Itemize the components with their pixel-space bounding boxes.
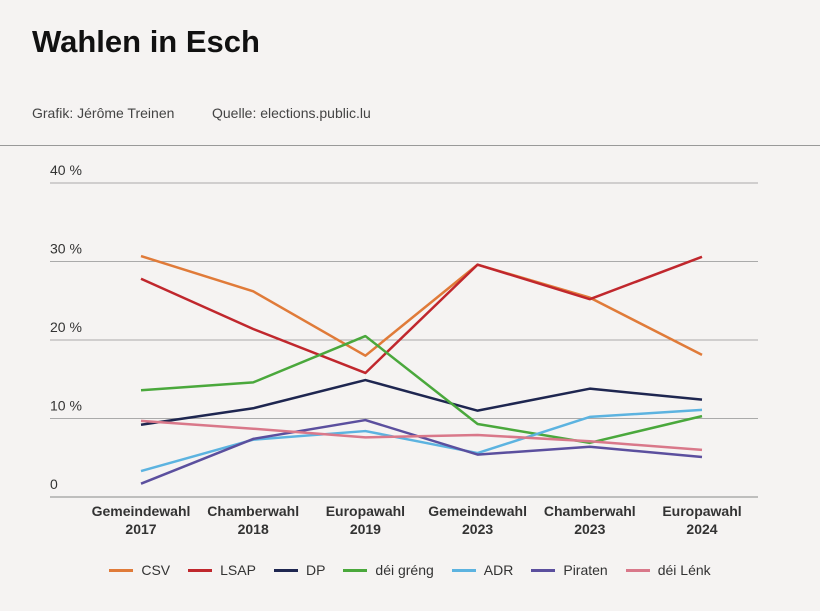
legend-label: déi gréng <box>375 562 434 578</box>
series-line <box>140 334 703 445</box>
legend-item: ADR <box>451 562 514 578</box>
x-tick-label: Europawahl 2019 <box>325 503 406 537</box>
legend-item: Piraten <box>531 562 608 578</box>
legend-swatch <box>109 568 134 572</box>
legend: CSV LSAP DP déi gréng ADR Piraten déi Lénk <box>0 562 820 578</box>
source: Quelle: elections.public.lu <box>212 105 371 121</box>
series-line <box>140 408 703 473</box>
series-line <box>140 419 703 452</box>
legend-swatch <box>451 568 476 572</box>
legend-label: LSAP <box>220 562 256 578</box>
legend-item: CSV <box>109 562 170 578</box>
x-tick-label: Gemeindewahl 2017 <box>91 503 191 537</box>
x-tick-label: Europawahl 2024 <box>662 503 742 537</box>
legend-label: DP <box>305 562 326 578</box>
legend-swatch <box>531 568 556 572</box>
x-tick-label: Gemeindewahl 2023 <box>428 503 527 537</box>
legend-swatch <box>343 568 368 572</box>
legend-label: CSV <box>141 562 171 578</box>
legend-item: DP <box>273 562 326 578</box>
y-tick-label: 10 % <box>50 398 82 414</box>
x-tick-label: Chamberwahl 2018 <box>207 503 300 537</box>
legend-label: déi Lénk <box>657 562 711 578</box>
legend-swatch <box>188 568 213 572</box>
series-line <box>140 418 703 485</box>
legend-label: ADR <box>483 562 514 578</box>
y-tick-label: 40 % <box>50 162 82 178</box>
legend-item: déi Lénk <box>625 562 711 578</box>
legend-item: déi gréng <box>343 562 434 578</box>
x-tick-label: Chamberwahl 2023 <box>543 503 636 537</box>
series-line <box>140 378 703 427</box>
series-line <box>140 254 703 357</box>
legend-label: Piraten <box>563 562 608 578</box>
y-tick-label: 0 <box>50 476 58 492</box>
legend-swatch <box>273 568 298 572</box>
series-line <box>140 255 703 375</box>
y-tick-label: 20 % <box>50 319 82 335</box>
legend-swatch <box>625 568 650 572</box>
legend-item: LSAP <box>188 562 256 578</box>
chart-title: Wahlen in Esch <box>32 24 260 59</box>
divider <box>0 145 820 146</box>
y-tick-label: 30 % <box>50 241 82 257</box>
byline: Grafik: Jérôme Treinen <box>32 105 175 121</box>
